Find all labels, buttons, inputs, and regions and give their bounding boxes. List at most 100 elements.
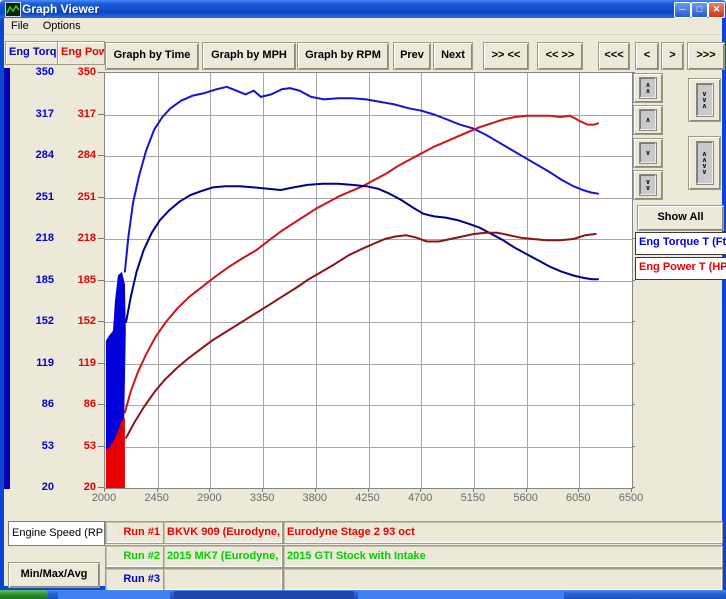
run-1-file-field[interactable]: BKVK 909 (Eurodyne, I <box>163 521 283 544</box>
x-tick-6050: 6050 <box>566 492 591 504</box>
y-tick-mark-right <box>631 404 635 405</box>
y-tick-power-152: 152 <box>77 315 96 327</box>
window-border-left <box>0 18 4 590</box>
y-tick-power-251: 251 <box>77 190 96 203</box>
close-button[interactable]: ✕ <box>708 2 725 18</box>
menu-file[interactable]: File <box>11 20 29 32</box>
run-1-description-field[interactable]: Eurodyne Stage 2 93 oct <box>283 521 723 544</box>
y-tick-mark-left <box>98 155 104 156</box>
toolbar-button-graph-by-mph[interactable]: Graph by MPH <box>202 42 296 70</box>
taskbar-window-button-2[interactable] <box>174 591 354 599</box>
x-tick-mark <box>209 487 211 492</box>
run-label-1: Run #1 <box>105 521 166 544</box>
chevron-double-up: ∧ ∧ <box>639 77 657 99</box>
y-tick-power-350: 350 <box>77 66 96 78</box>
y-tick-mark-right <box>631 445 635 447</box>
y-tick-power-86: 86 <box>83 398 96 410</box>
chevron-down-button[interactable]: ∨ <box>633 138 663 168</box>
y-tick-mark-left <box>98 362 104 364</box>
y-tick-mark-right <box>631 72 635 73</box>
show-all-button[interactable]: Show All <box>637 205 724 231</box>
start-button-fragment[interactable] <box>0 590 48 599</box>
x-tick-5150: 5150 <box>460 492 486 504</box>
y-tick-power-20: 20 <box>83 481 96 493</box>
toolbar-button-graph-by-time[interactable]: Graph by Time <box>105 42 199 70</box>
y-tick-mark-left <box>98 238 104 239</box>
x-axis-title-box[interactable]: Engine Speed (RPM <box>8 521 105 546</box>
x-tick-mark <box>578 487 580 492</box>
toolbar-button-item[interactable]: < <box>635 42 659 70</box>
chevron-expand: ∧ ∧ ∨ ∨ <box>695 141 714 185</box>
curve-run2-eng-power-t-hp <box>125 231 597 439</box>
toolbar-button-item[interactable]: > <box>661 42 684 70</box>
maximize-button[interactable]: □ <box>691 2 708 18</box>
run-2-description-field[interactable]: 2015 GTI Stock with Intake <box>283 545 723 568</box>
run-3-file-field[interactable] <box>163 568 283 591</box>
y-tick-mark-left <box>98 279 104 281</box>
chevron-expand-button[interactable]: ∧ ∧ ∨ ∨ <box>688 136 721 190</box>
y-tick-mark-left <box>98 321 104 322</box>
y-tick-power-53: 53 <box>83 439 96 452</box>
y-tick-mark-right <box>631 487 635 488</box>
x-tick-mark <box>367 487 369 492</box>
run-label-2: Run #2 <box>105 545 166 568</box>
curve-run1-eng-torque-t-ft-lb <box>123 85 599 273</box>
torque-axis-strip <box>4 68 10 489</box>
curve-run1-eng-power-t-hp <box>123 114 599 414</box>
y-tick-mark-left <box>98 72 104 73</box>
run-start-transient-torque <box>105 271 126 456</box>
y-tick-power-284: 284 <box>77 149 96 161</box>
x-tick-mark <box>104 487 105 492</box>
toolbar-button-prev[interactable]: Prev <box>393 42 431 70</box>
y-tick-mark-right <box>631 321 635 322</box>
chevron-up-button[interactable]: ∧ <box>633 105 663 135</box>
x-tick-mark <box>472 487 474 492</box>
toolbar-button-item[interactable]: << >> <box>537 42 583 70</box>
legend-eng-power-t-hp[interactable]: Eng Power T (HP) <box>635 257 726 280</box>
taskbar-window-button-3[interactable] <box>358 591 564 599</box>
window-title: Graph Viewer <box>22 2 100 16</box>
axis-box-eng-powe[interactable]: Eng Powe <box>57 41 105 65</box>
x-tick-mark <box>525 487 527 492</box>
x-tick-2450: 2450 <box>144 492 169 504</box>
chevron-collapse-button[interactable]: ∨ ∨ ∧ <box>688 78 721 122</box>
y-tick-mark-left <box>98 196 104 198</box>
toolbar-button-next[interactable]: Next <box>433 42 473 70</box>
x-tick-4700: 4700 <box>407 492 433 504</box>
run-2-file-field[interactable]: 2015 MK7 (Eurodyne, E <box>163 545 283 568</box>
run-3-description-field[interactable] <box>283 568 723 591</box>
x-tick-mark <box>262 487 264 492</box>
taskbar-window-button-1[interactable] <box>58 591 170 599</box>
title-bar[interactable]: Graph Viewer ─ □ ✕ <box>0 0 726 18</box>
axis-box-eng-torqu[interactable]: Eng Torqu <box>5 41 60 65</box>
x-tick-mark <box>631 487 632 492</box>
menu-options[interactable]: Options <box>42 20 81 32</box>
y-tick-power-119: 119 <box>78 356 96 369</box>
x-tick-6500: 6500 <box>618 492 644 504</box>
y-tick-mark-left <box>98 445 104 447</box>
y-tick-power-185: 185 <box>77 273 96 286</box>
toolbar-button-item[interactable]: >>> <box>687 42 725 70</box>
minimize-button[interactable]: ─ <box>674 2 691 18</box>
min-max-avg-button[interactable]: Min/Max/Avg <box>8 562 100 588</box>
y-tick-torque-251: 251 <box>35 190 54 203</box>
chevron-double-up-button[interactable]: ∧ ∧ <box>633 73 663 103</box>
graph-icon <box>5 2 21 17</box>
toolbar-button-item[interactable]: <<< <box>598 42 630 70</box>
chevron-down: ∨ <box>639 142 657 164</box>
y-tick-torque-53: 53 <box>41 439 54 452</box>
legend-eng-torque-t-ft-l[interactable]: Eng Torque T (Ft-l <box>635 232 726 255</box>
y-tick-mark-right <box>631 279 635 281</box>
y-tick-mark-left <box>98 404 104 405</box>
y-tick-torque-185: 185 <box>35 273 54 286</box>
chevron-collapse: ∨ ∨ ∧ <box>695 83 714 117</box>
y-tick-torque-218: 218 <box>35 232 54 244</box>
y-tick-torque-20: 20 <box>41 481 54 493</box>
chevron-double-down-button[interactable]: ∨ ∨ <box>633 170 663 200</box>
dyno-chart[interactable] <box>104 72 633 489</box>
y-tick-torque-317: 317 <box>35 107 54 120</box>
toolbar-button-item[interactable]: >> << <box>483 42 529 70</box>
y-tick-mark-left <box>98 487 104 488</box>
y-tick-torque-152: 152 <box>35 315 54 327</box>
toolbar-button-graph-by-rpm[interactable]: Graph by RPM <box>297 42 389 70</box>
